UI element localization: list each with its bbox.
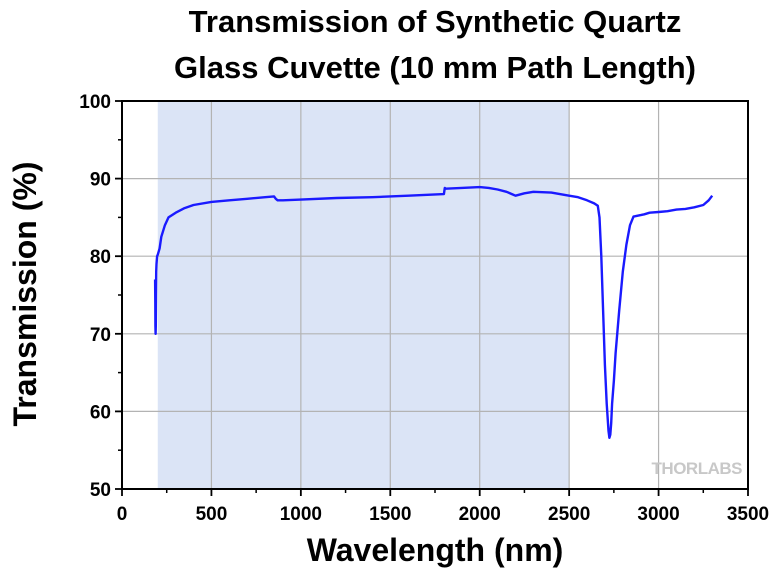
y-tick-labels: 50 60 70 80 90 100: [79, 92, 111, 501]
y-tick-label: 90: [90, 170, 111, 191]
x-tick-label: 3500: [727, 504, 769, 525]
chart-title-line-2: Glass Cuvette (10 mm Path Length): [174, 50, 696, 85]
y-tick-label: 70: [90, 325, 111, 346]
x-tick-labels: 0 500 1000 1500 2000 2500 3000 3500: [117, 504, 769, 525]
chart-title-line-1: Transmission of Synthetic Quartz: [189, 4, 682, 39]
y-tick-label: 60: [90, 402, 111, 423]
axis-ticks: [115, 100, 749, 496]
x-tick-label: 500: [196, 504, 228, 525]
highlight-band: [157, 101, 570, 489]
transmission-series-line: [153, 185, 714, 439]
y-tick-label: 50: [90, 480, 111, 501]
y-tick-label: 100: [79, 92, 111, 113]
y-axis-label: Transmission (%): [7, 162, 43, 427]
grid: [122, 101, 748, 489]
x-tick-label: 1000: [280, 504, 322, 525]
x-tick-label: 0: [117, 504, 128, 525]
x-tick-label: 2500: [548, 504, 590, 525]
x-tick-label: 1500: [369, 504, 411, 525]
x-tick-label: 3000: [637, 504, 679, 525]
y-tick-label: 80: [90, 247, 111, 268]
x-tick-label: 2000: [459, 504, 501, 525]
x-axis-label: Wavelength (nm): [307, 532, 564, 568]
thorlabs-watermark: THORLABS: [652, 459, 743, 478]
